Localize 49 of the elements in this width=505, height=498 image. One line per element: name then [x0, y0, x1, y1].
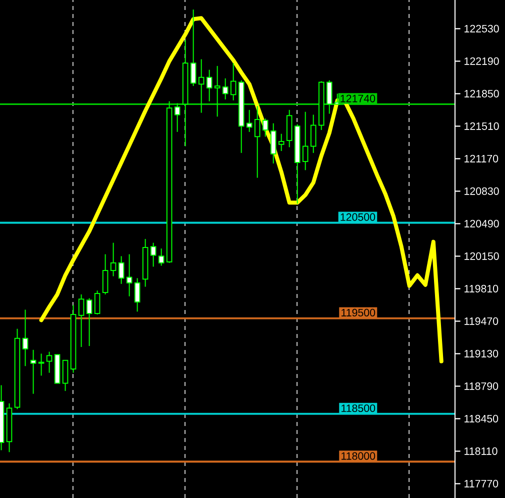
y-tick-label: 122190	[464, 57, 499, 65]
candlestick	[158, 248, 164, 266]
candlestick	[222, 78, 228, 100]
candlestick	[278, 133, 284, 152]
y-tick-label: 119810	[464, 284, 498, 292]
candlestick	[134, 278, 140, 312]
candlestick	[198, 58, 204, 114]
candlestick	[94, 290, 100, 315]
candlestick	[174, 102, 180, 132]
candlestick	[86, 298, 92, 347]
y-tick-label: 121170	[464, 154, 498, 162]
candlestick	[126, 254, 132, 297]
candlestick	[110, 242, 116, 277]
y-tick-label: 121850	[464, 90, 499, 98]
candlestick	[326, 80, 332, 114]
candlestick	[62, 360, 68, 392]
y-tick-label: 119130	[464, 350, 498, 358]
y-tick-label: 118110	[464, 447, 498, 455]
candlestick	[254, 106, 260, 178]
y-tick-label: 119470	[464, 317, 498, 325]
y-tick-label: 118450	[464, 414, 498, 422]
ref-line-label: 121740	[340, 94, 376, 102]
y-tick-label: 121510	[464, 122, 499, 130]
candlestick	[206, 69, 212, 102]
candlestick	[118, 256, 124, 284]
y-tick-label: 122530	[464, 24, 499, 32]
candlestick	[246, 109, 252, 132]
y-tick-label: 118790	[464, 382, 498, 390]
ref-line-label: 118000	[342, 452, 376, 460]
candlestick	[262, 118, 268, 138]
candlestick	[302, 111, 308, 171]
candlestick	[102, 254, 108, 295]
ref-line-label: 119500	[342, 308, 376, 316]
candlestick	[30, 349, 36, 394]
candlestick	[78, 294, 84, 348]
y-tick-label: 120830	[464, 187, 499, 195]
candlestick	[190, 9, 196, 87]
y-tick-label: 120490	[464, 220, 499, 228]
y-tick-label: 120150	[464, 252, 499, 260]
candlestick	[230, 62, 236, 101]
candlestick	[270, 122, 276, 164]
y-tick-label: 117770	[464, 480, 498, 488]
ref-line-label: 120500	[340, 213, 376, 221]
candlestick	[214, 65, 220, 118]
candlestick	[310, 114, 316, 154]
candlestick	[46, 351, 52, 374]
ref-line-label: 118500	[342, 404, 376, 412]
candlestick	[150, 242, 156, 268]
candlestick	[22, 309, 28, 367]
